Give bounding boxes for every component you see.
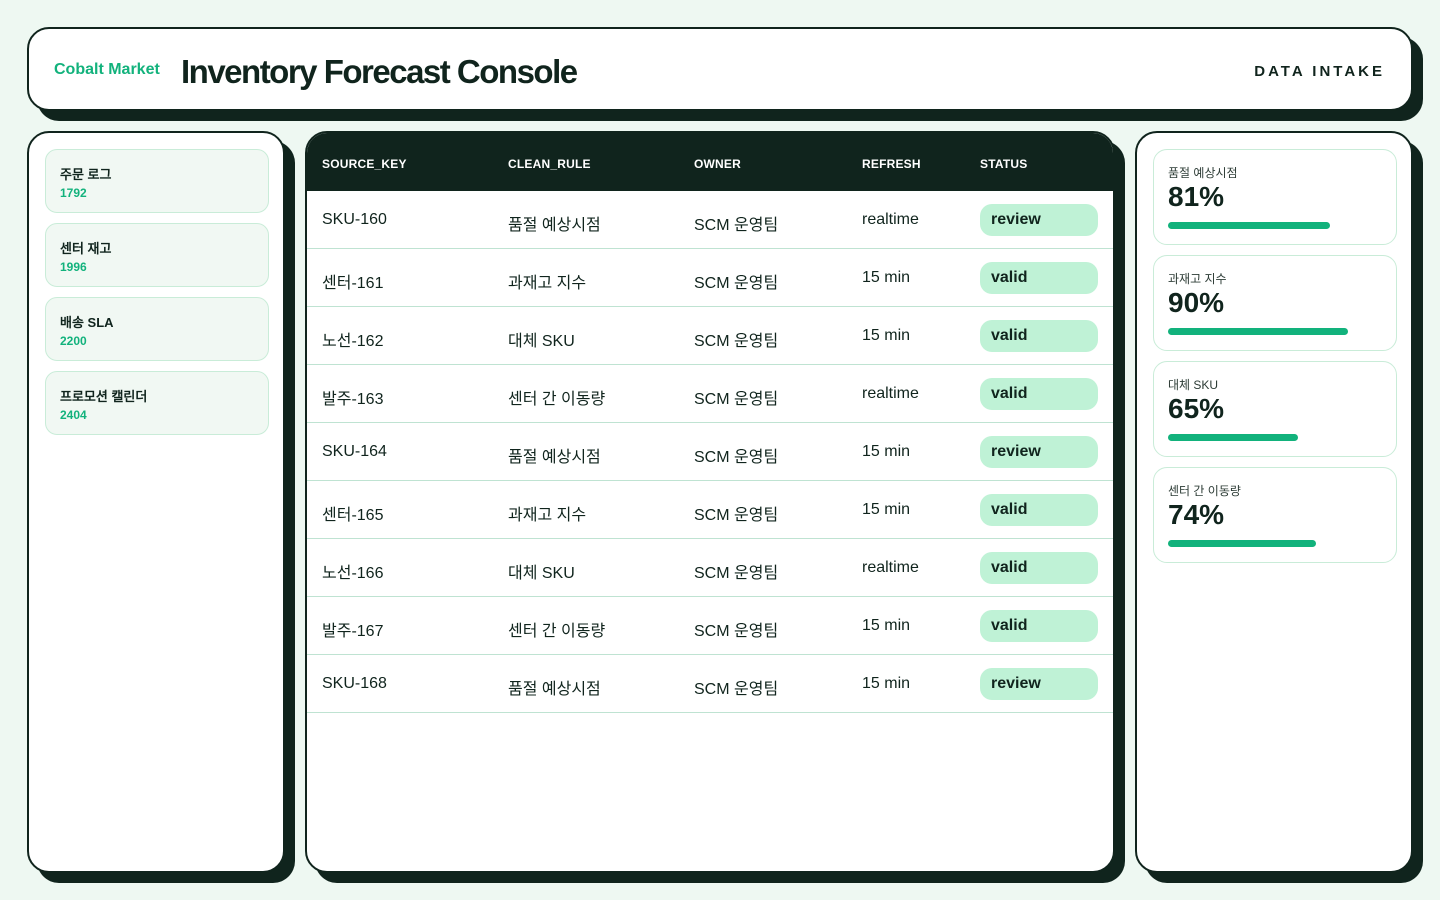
column-header-owner[interactable]: OWNER bbox=[694, 157, 741, 171]
status-badge: valid bbox=[980, 262, 1098, 294]
sidebar-item-count: 1996 bbox=[60, 260, 87, 274]
cell-owner: SCM 운영팀 bbox=[694, 333, 779, 350]
metric-card: 품절 예상시점 81% bbox=[1153, 149, 1397, 245]
sidebar-item-delivery-sla[interactable]: 배송 SLA 2200 bbox=[45, 297, 269, 361]
column-header-clean-rule[interactable]: CLEAN_RULE bbox=[508, 157, 591, 171]
metric-label: 센터 간 이동량 bbox=[1168, 484, 1241, 498]
table-row[interactable]: 발주-163 센터 간 이동량 SCM 운영팀 realtime valid bbox=[307, 365, 1113, 423]
cell-refresh: 15 min bbox=[862, 443, 911, 460]
metric-progress-fill bbox=[1168, 540, 1316, 547]
table-row[interactable]: 발주-167 센터 간 이동량 SCM 운영팀 15 min valid bbox=[307, 597, 1113, 655]
cell-refresh: 15 min bbox=[862, 327, 911, 344]
sidebar-item-count: 2404 bbox=[60, 408, 87, 422]
cell-source-key: SKU-168 bbox=[322, 675, 387, 692]
cell-refresh: 15 min bbox=[862, 501, 911, 518]
table-row[interactable]: 노선-166 대체 SKU SCM 운영팀 realtime valid bbox=[307, 539, 1113, 597]
sidebar: 주문 로그 1792 센터 재고 1996 배송 SLA 2200 프로모션 캘… bbox=[27, 131, 285, 873]
metric-label: 과재고 지수 bbox=[1168, 272, 1227, 286]
metric-value: 74% bbox=[1168, 499, 1225, 530]
sidebar-item-label: 주문 로그 bbox=[60, 167, 112, 182]
status-badge: review bbox=[980, 436, 1098, 468]
cell-refresh: 15 min bbox=[862, 675, 911, 692]
metric-value: 90% bbox=[1168, 287, 1225, 318]
page-title: Inventory Forecast Console bbox=[181, 53, 578, 90]
section-label: DATA INTAKE bbox=[1254, 63, 1385, 80]
cell-owner: SCM 운영팀 bbox=[694, 681, 779, 698]
metric-progress-bar bbox=[1168, 328, 1368, 335]
cell-refresh: realtime bbox=[862, 559, 919, 576]
metric-progress-bar bbox=[1168, 222, 1368, 229]
status-badge: valid bbox=[980, 610, 1098, 642]
status-badge: valid bbox=[980, 494, 1098, 526]
cell-clean-rule: 과재고 지수 bbox=[508, 275, 587, 292]
brand-name[interactable]: Cobalt Market bbox=[54, 61, 160, 78]
cell-source-key: 센터-165 bbox=[322, 507, 384, 524]
cell-source-key: 발주-163 bbox=[322, 391, 384, 408]
cell-clean-rule: 센터 간 이동량 bbox=[508, 391, 606, 408]
cell-clean-rule: 품절 예상시점 bbox=[508, 449, 601, 466]
metric-progress-fill bbox=[1168, 434, 1298, 441]
cell-owner: SCM 운영팀 bbox=[694, 391, 779, 408]
column-header-refresh[interactable]: REFRESH bbox=[862, 157, 921, 171]
sidebar-item-label: 배송 SLA bbox=[60, 315, 114, 330]
cell-source-key: 노선-166 bbox=[322, 565, 384, 582]
table-row[interactable]: SKU-164 품절 예상시점 SCM 운영팀 15 min review bbox=[307, 423, 1113, 481]
cell-clean-rule: 과재고 지수 bbox=[508, 507, 587, 524]
column-header-status[interactable]: STATUS bbox=[980, 157, 1028, 171]
metrics-panel: 품절 예상시점 81% 과재고 지수 90% 대체 SKU 65% 센터 간 이… bbox=[1135, 131, 1413, 873]
metric-value: 81% bbox=[1168, 181, 1225, 212]
data-table: SOURCE_KEY CLEAN_RULE OWNER REFRESH STAT… bbox=[305, 131, 1115, 873]
cell-refresh: realtime bbox=[862, 385, 919, 402]
cell-source-key: 발주-167 bbox=[322, 623, 384, 640]
cell-refresh: 15 min bbox=[862, 617, 911, 634]
cell-clean-rule: 품절 예상시점 bbox=[508, 217, 601, 234]
metric-card: 센터 간 이동량 74% bbox=[1153, 467, 1397, 563]
column-header-source-key[interactable]: SOURCE_KEY bbox=[322, 157, 407, 171]
metric-label: 대체 SKU bbox=[1168, 378, 1219, 392]
cell-owner: SCM 운영팀 bbox=[694, 565, 779, 582]
sidebar-item-count: 1792 bbox=[60, 186, 87, 200]
status-badge: review bbox=[980, 668, 1098, 700]
cell-clean-rule: 대체 SKU bbox=[508, 333, 575, 350]
table-row[interactable]: SKU-168 품절 예상시점 SCM 운영팀 15 min review bbox=[307, 655, 1113, 713]
status-badge: valid bbox=[980, 378, 1098, 410]
cell-owner: SCM 운영팀 bbox=[694, 217, 779, 234]
sidebar-item-order-log[interactable]: 주문 로그 1792 bbox=[45, 149, 269, 213]
metric-card: 대체 SKU 65% bbox=[1153, 361, 1397, 457]
table-row[interactable]: 센터-165 과재고 지수 SCM 운영팀 15 min valid bbox=[307, 481, 1113, 539]
table-row[interactable]: SKU-160 품절 예상시점 SCM 운영팀 realtime review bbox=[307, 191, 1113, 249]
cell-owner: SCM 운영팀 bbox=[694, 275, 779, 292]
metric-progress-fill bbox=[1168, 328, 1348, 335]
cell-owner: SCM 운영팀 bbox=[694, 449, 779, 466]
metric-value: 65% bbox=[1168, 393, 1225, 424]
cell-source-key: 노선-162 bbox=[322, 333, 384, 350]
sidebar-item-count: 2200 bbox=[60, 334, 87, 348]
metric-label: 품절 예상시점 bbox=[1168, 166, 1238, 180]
metric-progress-bar bbox=[1168, 540, 1368, 547]
cell-owner: SCM 운영팀 bbox=[694, 507, 779, 524]
cell-clean-rule: 품절 예상시점 bbox=[508, 681, 601, 698]
sidebar-item-label: 센터 재고 bbox=[60, 241, 112, 256]
cell-source-key: SKU-164 bbox=[322, 443, 387, 460]
cell-owner: SCM 운영팀 bbox=[694, 623, 779, 640]
cell-clean-rule: 대체 SKU bbox=[508, 565, 575, 582]
table-header: SOURCE_KEY CLEAN_RULE OWNER REFRESH STAT… bbox=[307, 133, 1113, 191]
metric-progress-fill bbox=[1168, 222, 1330, 229]
cell-source-key: SKU-160 bbox=[322, 211, 387, 228]
cell-refresh: realtime bbox=[862, 211, 919, 228]
sidebar-item-promo-calendar[interactable]: 프로모션 캘린더 2404 bbox=[45, 371, 269, 435]
sidebar-item-label: 프로모션 캘린더 bbox=[60, 389, 148, 404]
status-badge: valid bbox=[980, 552, 1098, 584]
sidebar-item-center-stock[interactable]: 센터 재고 1996 bbox=[45, 223, 269, 287]
table-row[interactable]: 노선-162 대체 SKU SCM 운영팀 15 min valid bbox=[307, 307, 1113, 365]
header-bar: Cobalt Market Inventory Forecast Console… bbox=[27, 27, 1413, 111]
cell-source-key: 센터-161 bbox=[322, 275, 384, 292]
cell-clean-rule: 센터 간 이동량 bbox=[508, 623, 606, 640]
status-badge: valid bbox=[980, 320, 1098, 352]
cell-refresh: 15 min bbox=[862, 269, 911, 286]
table-row[interactable]: 센터-161 과재고 지수 SCM 운영팀 15 min valid bbox=[307, 249, 1113, 307]
metric-card: 과재고 지수 90% bbox=[1153, 255, 1397, 351]
metric-progress-bar bbox=[1168, 434, 1368, 441]
status-badge: review bbox=[980, 204, 1098, 236]
